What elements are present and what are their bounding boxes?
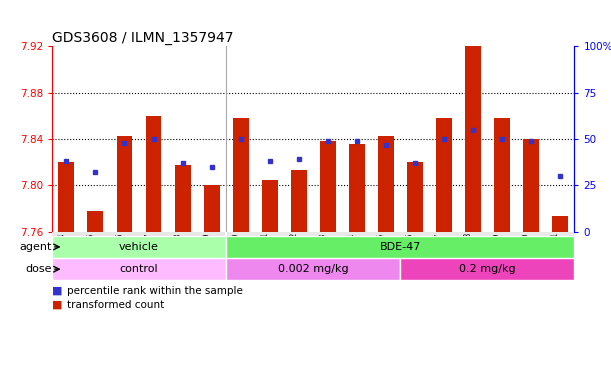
Bar — [291, 170, 307, 232]
Text: GSM496407: GSM496407 — [145, 232, 153, 279]
Text: GSM496404: GSM496404 — [57, 232, 67, 279]
Text: transformed count: transformed count — [67, 300, 164, 310]
Bar — [52, 258, 226, 280]
Bar — [226, 258, 400, 280]
Bar — [552, 216, 568, 232]
Bar — [233, 118, 249, 232]
Bar — [407, 162, 423, 232]
Bar — [523, 139, 539, 232]
Text: ■: ■ — [52, 286, 62, 296]
Text: GSM496412: GSM496412 — [290, 232, 299, 278]
Bar — [203, 185, 219, 232]
Text: 0.002 mg/kg: 0.002 mg/kg — [278, 264, 348, 274]
Text: ■: ■ — [52, 300, 62, 310]
Text: control: control — [120, 264, 158, 274]
Bar — [52, 236, 226, 258]
Text: GSM496421: GSM496421 — [551, 232, 560, 278]
Text: GSM496405: GSM496405 — [87, 232, 95, 279]
Text: vehicle: vehicle — [119, 242, 159, 252]
Text: GSM496408: GSM496408 — [174, 232, 183, 278]
Bar — [117, 136, 133, 232]
Bar — [87, 211, 103, 232]
Bar — [59, 162, 75, 232]
Text: 0.2 mg/kg: 0.2 mg/kg — [459, 264, 516, 274]
Text: GSM496414: GSM496414 — [348, 232, 357, 278]
Text: GSM496409: GSM496409 — [203, 232, 211, 279]
Bar — [145, 116, 161, 232]
Text: GSM496420: GSM496420 — [522, 232, 531, 278]
Bar — [400, 258, 574, 280]
Text: GSM496415: GSM496415 — [377, 232, 386, 278]
Text: GSM496418: GSM496418 — [464, 232, 473, 278]
Bar — [465, 46, 481, 232]
Text: GSM496419: GSM496419 — [493, 232, 502, 278]
Text: GSM496416: GSM496416 — [406, 232, 415, 278]
Text: dose: dose — [26, 264, 52, 274]
Text: GSM496410: GSM496410 — [232, 232, 241, 278]
Text: GSM496413: GSM496413 — [319, 232, 327, 278]
Bar — [494, 118, 510, 232]
Text: agent: agent — [20, 242, 52, 252]
Bar — [175, 165, 191, 232]
Bar — [349, 144, 365, 232]
Bar — [226, 236, 574, 258]
Bar — [436, 118, 452, 232]
Bar — [378, 136, 393, 232]
Text: BDE-47: BDE-47 — [379, 242, 421, 252]
Bar — [320, 141, 335, 232]
Text: GSM496417: GSM496417 — [435, 232, 444, 278]
Text: percentile rank within the sample: percentile rank within the sample — [67, 286, 243, 296]
Bar — [262, 180, 277, 232]
Text: GSM496411: GSM496411 — [261, 232, 269, 278]
Text: GSM496406: GSM496406 — [115, 232, 125, 279]
Text: GDS3608 / ILMN_1357947: GDS3608 / ILMN_1357947 — [52, 31, 233, 45]
